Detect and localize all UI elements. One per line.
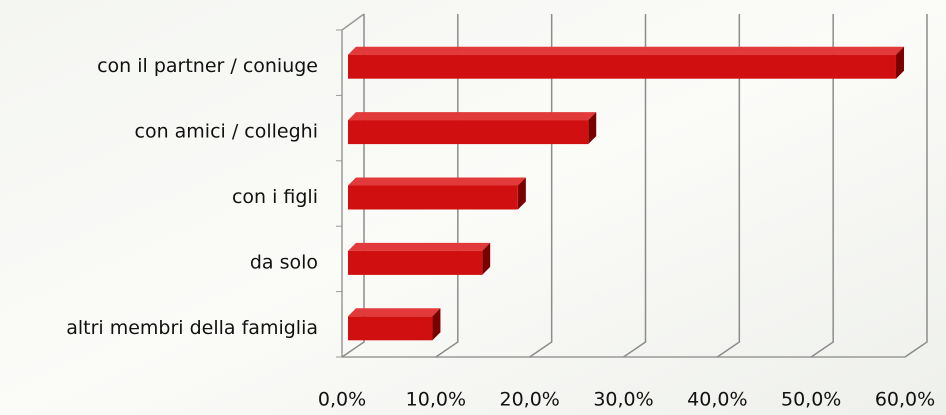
bar-side [432, 308, 441, 341]
bar [348, 250, 483, 275]
bar-top [348, 308, 441, 317]
y-tick-label: con i figli [232, 186, 318, 208]
x-tick-label: 10,0% [406, 389, 466, 411]
x-tick-label: 40,0% [687, 389, 747, 411]
bar-side [482, 242, 491, 275]
bar-top [348, 46, 904, 55]
x-tick-label: 30,0% [593, 389, 653, 411]
bar [348, 316, 433, 341]
bar [348, 54, 896, 79]
bar [348, 120, 589, 145]
grid-line [904, 14, 928, 358]
y-tick-label: con il partner / coniuge [97, 55, 318, 77]
bar-side [517, 177, 526, 210]
grid-line [623, 14, 647, 358]
bar-side [895, 46, 904, 79]
x-tick-label: 50,0% [781, 389, 841, 411]
grid-line [810, 14, 834, 358]
y-tick-label: altri membri della famiglia [66, 317, 318, 339]
x-tick-label: 60,0% [875, 389, 935, 411]
grid-line [716, 14, 741, 358]
y-tick-label: da solo [250, 251, 318, 273]
x-tick-label: 20,0% [499, 389, 559, 411]
bar-top [348, 242, 491, 251]
y-tick-label: con amici / colleghi [135, 121, 319, 143]
bar [348, 185, 518, 210]
bar-side [588, 112, 597, 145]
bar-top [348, 177, 526, 186]
x-tick-label: 0,0% [318, 389, 366, 411]
bar-top [348, 112, 597, 121]
